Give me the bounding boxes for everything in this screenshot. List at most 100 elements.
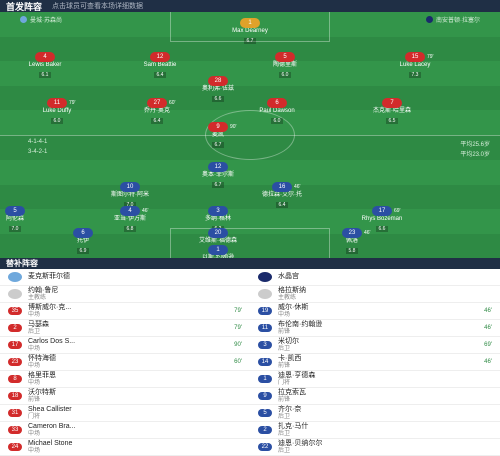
player-name: 麦凯 xyxy=(211,132,224,138)
home-player-6[interactable]: 28 奥利弗·伍兹 6.6 xyxy=(183,76,253,102)
center-circle xyxy=(205,110,295,160)
substitution-minute: 79' xyxy=(427,54,434,60)
away-sub-row[interactable]: 14 卡·凯西 前锋 46' xyxy=(250,354,500,371)
player-name: Lewis Baker xyxy=(28,62,62,68)
away-sub-row[interactable]: 19 威尔·休斯 中场 46' xyxy=(250,303,500,320)
away-player-10[interactable]: 23 46' 佩洛 5.8 xyxy=(317,228,387,254)
sub-name: 迪恩·亨德森 xyxy=(278,371,316,379)
shirt-number: 12 xyxy=(150,52,170,62)
sub-in-minute: 79' xyxy=(234,308,242,314)
player-name: Luke Lacey xyxy=(399,62,431,68)
player-name: 杰克斯·哈里森 xyxy=(373,108,411,114)
away-player-3[interactable]: 16 46' 德拉森·艾尔·托 6.4 xyxy=(247,182,317,208)
sub-number: 3 xyxy=(258,341,272,349)
sub-name: 威尔·休斯 xyxy=(278,303,309,311)
away-sub-row[interactable]: 9 拉克索瓦 前锋 xyxy=(250,388,500,405)
sub-position: 后卫 xyxy=(278,447,291,454)
home-sub-row[interactable]: 24 Michael Stone 中场 xyxy=(0,439,250,456)
home-player-3[interactable]: 12 Sam Beattie 6.4 xyxy=(125,52,195,78)
home-player-5[interactable]: 15 79' Luke Lacey 7.3 xyxy=(380,52,450,78)
away-sub-row[interactable]: 1 迪恩·亨德森 门将 xyxy=(250,371,500,388)
substitution-minute: 46' xyxy=(294,184,301,190)
away-player-7[interactable]: 17 69' Rhys Bozeman 6.6 xyxy=(347,206,417,232)
home-player-4[interactable]: 5 陶德里斯 6.0 xyxy=(250,52,320,78)
substitution-minute: 46' xyxy=(142,208,149,214)
player-name: 阿伦森 xyxy=(5,216,24,222)
away-crest-icon xyxy=(426,16,433,23)
home-player-10[interactable]: 7 杰克斯·哈里森 6.5 xyxy=(357,98,427,124)
away-coach-row[interactable]: 格拉斯纳 主教练 xyxy=(250,286,500,303)
player-rating: 6.4 xyxy=(275,202,289,208)
away-sub-row[interactable]: 11 布伦南·约翰逊 前锋 46' xyxy=(250,320,500,337)
sub-number: 18 xyxy=(8,392,22,400)
player-name: 乔丹·奥克 xyxy=(144,108,170,114)
home-sub-row[interactable]: 23 怀特海德 中场 60' xyxy=(0,354,250,371)
home-player-7[interactable]: 11 79' Luke Duffy 6.0 xyxy=(22,98,92,124)
shirt-number: 15 79' xyxy=(405,52,434,62)
shirt-number: 11 79' xyxy=(47,98,76,108)
home-team-row[interactable]: 麦克斯菲尔德 xyxy=(0,269,250,286)
away-sub-row[interactable]: 2 扎克·马什 后卫 xyxy=(250,422,500,439)
home-sub-row[interactable]: 2 马瑟森 后卫 79' xyxy=(0,320,250,337)
player-rating: 6.7 xyxy=(211,142,225,148)
home-sub-row[interactable]: 17 Carlos Dos S... 中场 90' xyxy=(0,337,250,354)
home-sub-row[interactable]: 18 沃尔特斯 前锋 xyxy=(0,388,250,405)
away-penalty-box xyxy=(170,228,330,258)
away-player-8[interactable]: 6 托伊 6.9 xyxy=(48,228,118,254)
away-sub-row[interactable]: 5 齐尔·奈 后卫 xyxy=(250,405,500,422)
shirt-number: 3 xyxy=(208,206,228,216)
player-name: 艾维斯·福德森 xyxy=(199,238,237,244)
away-sub-row[interactable]: 3 米切尔 后卫 69' xyxy=(250,337,500,354)
sub-name: 拉克索瓦 xyxy=(278,388,306,396)
home-player-1[interactable]: 1 Max Dearney 6.7 xyxy=(215,18,285,44)
sub-number: 2 xyxy=(8,324,22,332)
substitution-minute: 90' xyxy=(230,124,237,130)
sub-name: 怀特海德 xyxy=(28,354,56,362)
home-sub-row[interactable]: 31 Shea Callister 门将 xyxy=(0,405,250,422)
shirt-number: 6 xyxy=(267,98,287,108)
player-name: 陶德里斯 xyxy=(272,62,297,68)
away-player-11[interactable]: 1以斯·约翰逊6.5 xyxy=(183,245,253,258)
lineup-title: 首发阵容 xyxy=(6,1,43,12)
home-player-2[interactable]: 4 Lewis Baker 6.1 xyxy=(10,52,80,78)
sub-name: 博斯威尔·克... xyxy=(28,303,72,311)
away-sub-row[interactable]: 22 迪恩·贝纳尔尔 后卫 xyxy=(250,439,500,456)
home-coach-row[interactable]: 约翰·鲁尼 主教练 xyxy=(0,286,250,303)
home-sub-row[interactable]: 8 格里菲恩 中场 xyxy=(0,371,250,388)
sub-name: 马瑟森 xyxy=(28,320,49,328)
player-rating: 6.5 xyxy=(385,118,399,124)
shirt-number: 23 46' xyxy=(342,228,371,238)
sub-name: Shea Callister xyxy=(28,405,72,413)
home-crest-icon xyxy=(20,16,27,23)
player-name: Max Dearney xyxy=(232,28,268,34)
home-player-11[interactable]: 9 90' 麦凯 6.7 xyxy=(183,122,253,148)
player-name: 奥利弗·伍兹 xyxy=(202,86,234,92)
home-player-8[interactable]: 27 60' 乔丹·奥克 6.4 xyxy=(122,98,192,124)
substitution-minute: 69' xyxy=(394,208,401,214)
away-player-4[interactable]: 5 阿伦森 7.0 xyxy=(0,206,50,232)
home-formation: 4-1-4-1 xyxy=(28,139,48,145)
sub-position: 中场 xyxy=(28,379,41,386)
away-team-label: 南安普顿·拉塞尔 xyxy=(426,15,480,24)
sub-in-minute: 79' xyxy=(234,325,242,331)
player-rating: 6.6 xyxy=(375,226,389,232)
player-name: 德拉森·艾尔·托 xyxy=(262,192,302,198)
sub-name: 迪恩·贝纳尔尔 xyxy=(278,439,323,447)
shirt-number: 4 46' xyxy=(120,206,149,216)
sub-number: 22 xyxy=(258,443,272,451)
away-player-5[interactable]: 4 46' 亚当·伊万斯 6.8 xyxy=(95,206,165,232)
sub-in-minute: 90' xyxy=(234,342,242,348)
away-team-row[interactable]: 水晶宫 xyxy=(250,269,500,286)
sub-position: 中场 xyxy=(28,345,41,352)
away-player-2[interactable]: 10 斯图尔特·阿米 7.0 xyxy=(95,182,165,208)
player-name: 以斯·约翰逊 xyxy=(202,255,234,258)
home-sub-row[interactable]: 35 博斯威尔·克... 中场 79' xyxy=(0,303,250,320)
player-rating: 6.7 xyxy=(243,38,257,44)
away-player-1[interactable]: 12 奥本·菲尔斯 6.7 xyxy=(183,162,253,188)
home-player-9[interactable]: 6 Paul Dawson 6.0 xyxy=(242,98,312,124)
sub-number: 8 xyxy=(8,375,22,383)
sub-name: 齐尔·奈 xyxy=(278,405,302,413)
player-rating: 6.4 xyxy=(150,118,164,124)
home-sub-row[interactable]: 33 Cameron Bra... 中场 xyxy=(0,422,250,439)
player-rating: 6.0 xyxy=(278,72,292,78)
